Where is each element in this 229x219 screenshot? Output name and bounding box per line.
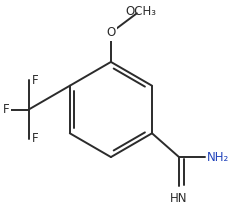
Text: HN: HN xyxy=(169,192,187,205)
Text: F: F xyxy=(32,132,38,145)
Text: OCH₃: OCH₃ xyxy=(124,5,155,18)
Text: F: F xyxy=(3,103,9,116)
Text: F: F xyxy=(32,74,38,87)
Text: O: O xyxy=(106,26,115,39)
Text: NH₂: NH₂ xyxy=(206,151,228,164)
